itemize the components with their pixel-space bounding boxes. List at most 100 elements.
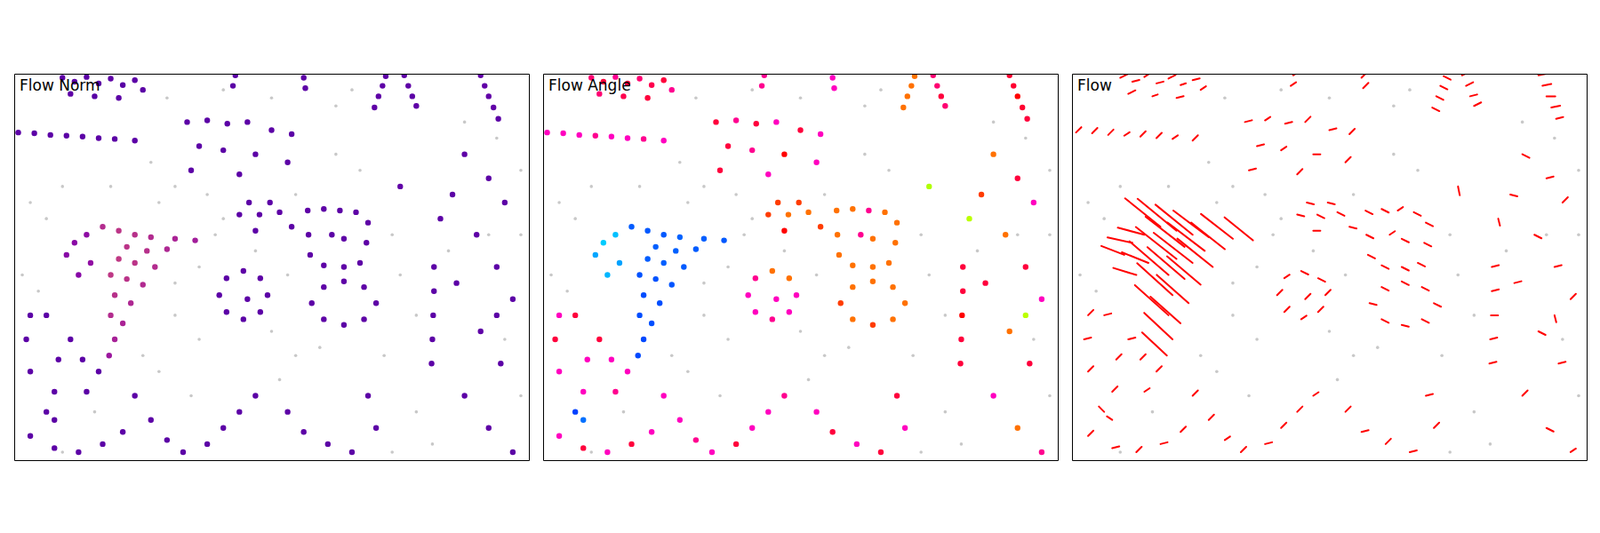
background-event <box>863 104 867 108</box>
flow-arrow <box>1497 218 1500 226</box>
flow-angle-point <box>942 103 948 109</box>
flow-angle-point <box>765 408 771 415</box>
flow-norm-point <box>220 147 226 153</box>
background-event <box>1102 216 1106 221</box>
flow-norm-point <box>252 151 258 157</box>
flow-angle-point <box>831 85 837 91</box>
flow-angle-point <box>908 82 914 88</box>
flow-norm-point <box>430 312 436 319</box>
flow-angle-point <box>624 135 631 141</box>
flow-angle-point <box>829 74 835 80</box>
axis-line <box>1072 74 1073 462</box>
flow-angle-point <box>672 248 679 254</box>
flow-norm-point <box>99 441 105 448</box>
flow-angle-point <box>604 272 610 278</box>
flow-angle-point <box>902 425 908 432</box>
flow-arrow <box>1160 442 1168 445</box>
background-event <box>847 345 851 350</box>
flow-arrow <box>1121 252 1149 264</box>
background-event <box>1215 200 1219 205</box>
flow-angle-point <box>786 309 792 315</box>
flow-norm-point <box>132 137 138 144</box>
panel-title: Flow Norm <box>19 76 101 95</box>
flow-norm-point <box>43 312 49 319</box>
background-event <box>157 370 161 375</box>
flow-norm-point <box>51 389 57 395</box>
axis-line <box>14 74 16 462</box>
flow-norm-point <box>502 200 508 206</box>
flow-norm-point <box>486 176 492 182</box>
background-event <box>294 353 298 358</box>
flow-angle-point <box>556 312 562 319</box>
flow-arrow <box>1422 319 1430 323</box>
flow-arrow <box>1156 274 1189 304</box>
flow-angle-point <box>580 389 586 395</box>
flow-norm-point <box>252 228 258 234</box>
flow-arrow <box>1113 268 1137 276</box>
flow-arrow <box>1284 306 1290 312</box>
background-event <box>1279 216 1283 221</box>
background-event <box>1328 329 1332 334</box>
flow-angle-point <box>870 236 876 242</box>
flow-arrow <box>1200 86 1207 90</box>
flow-angle-point <box>701 236 707 242</box>
flow-norm-point <box>236 211 242 217</box>
background-event <box>823 192 827 197</box>
flow-norm-point <box>365 392 371 399</box>
flow-arrow <box>1280 146 1287 151</box>
background-event <box>447 249 451 254</box>
flow-angle-point <box>572 408 578 415</box>
axis-line <box>1586 74 1588 462</box>
flow-angle-point <box>661 77 667 83</box>
background-event <box>702 184 706 189</box>
flow-norm-point <box>473 232 480 238</box>
background-event <box>1048 168 1052 173</box>
flow-angle-point <box>644 228 650 234</box>
flow-norm-point <box>112 292 118 298</box>
flow-arrow <box>1167 256 1201 286</box>
flow-norm-point <box>244 119 250 125</box>
background-event <box>919 232 923 237</box>
flow-angle-point <box>817 131 824 137</box>
flow-angle-point <box>958 336 964 343</box>
flow-norm-point <box>107 312 113 319</box>
background-event <box>20 273 24 278</box>
flow-angle-point <box>640 292 647 298</box>
flow-arrow <box>1558 361 1566 364</box>
background-event <box>783 249 787 254</box>
background-event <box>205 192 209 197</box>
flow-norm-point <box>80 357 86 363</box>
background-event <box>1344 273 1348 278</box>
flow-norm-point <box>373 300 379 306</box>
axis-line <box>543 74 544 462</box>
flow-arrow <box>1098 407 1104 413</box>
flow-angle-point <box>1023 312 1029 319</box>
flow-angle-point <box>644 256 650 262</box>
panel: Flow <box>1072 72 1588 462</box>
flow-angle-point <box>608 357 615 363</box>
background-event <box>93 410 97 415</box>
background-event <box>60 450 64 455</box>
flow-angle-point <box>805 209 811 216</box>
flow-angle-point <box>759 82 765 88</box>
flow-norm-point <box>428 360 434 367</box>
background-event <box>495 136 499 141</box>
axis-line <box>528 74 530 462</box>
background-event <box>1440 353 1444 358</box>
flow-angle-point <box>870 264 876 270</box>
background-event <box>1255 265 1259 270</box>
flow-arrow <box>1208 415 1215 421</box>
flow-angle-point <box>733 117 739 123</box>
flow-arrow <box>1440 86 1448 90</box>
background-event <box>1416 168 1420 173</box>
background-event <box>254 249 258 254</box>
flow-points <box>544 73 1045 456</box>
flow-arrow <box>1433 303 1441 307</box>
flow-norm-point <box>216 292 222 298</box>
flow-arrow <box>1381 208 1389 213</box>
flow-norm-point <box>152 264 158 270</box>
flow-angle-point <box>775 200 781 206</box>
flow-angle-point <box>640 136 647 142</box>
flow-arrow <box>1142 332 1168 356</box>
flow-angle-point <box>785 211 792 217</box>
